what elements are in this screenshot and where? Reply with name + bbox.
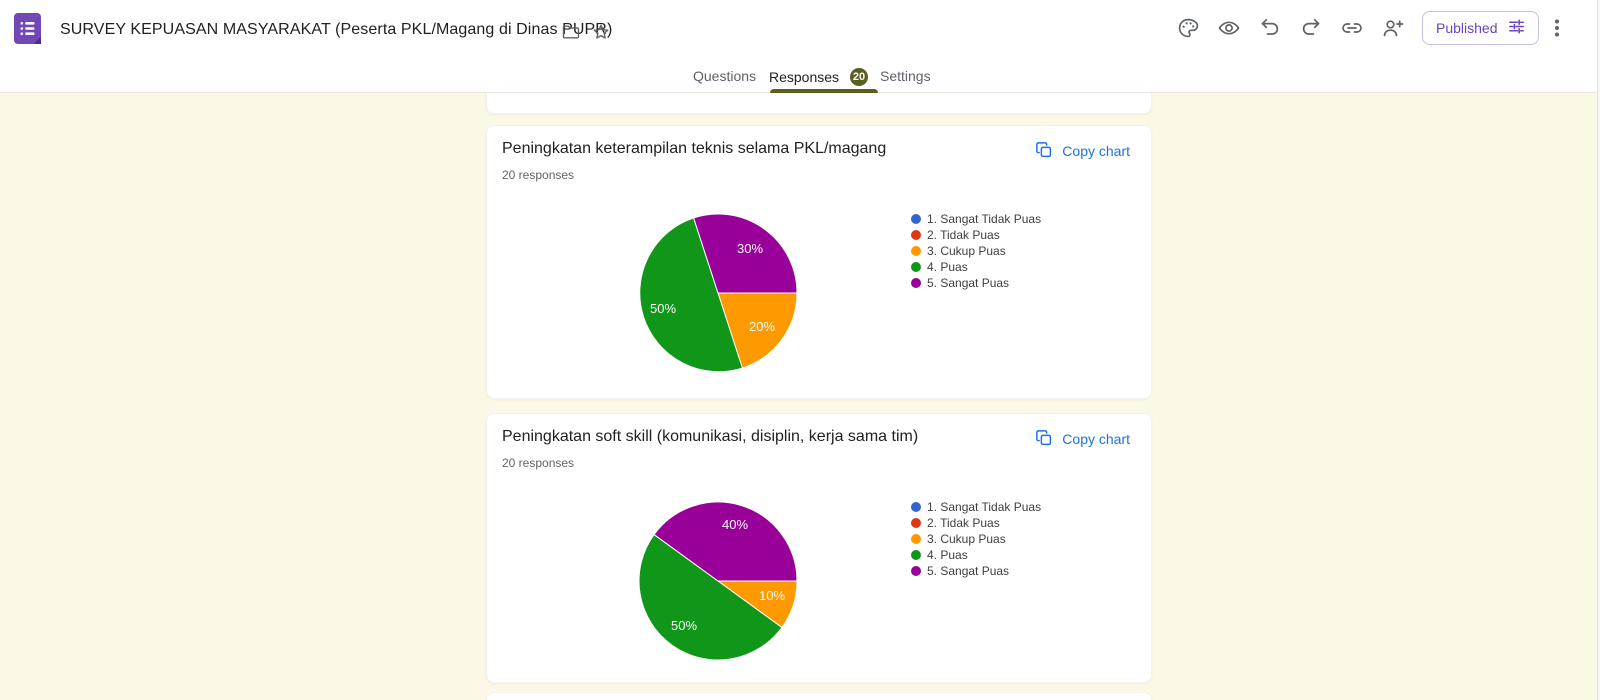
more-options-kebab-icon[interactable] [1545,16,1569,40]
pie-slice-sangat-puas [653,501,798,582]
legend-dot-green [911,550,921,560]
preview-eye-icon[interactable] [1217,16,1241,40]
tab-questions[interactable]: Questions [693,68,757,84]
legend-item: 3. Cukup Puas [911,531,1041,547]
legend-item: 4. Puas [911,547,1041,563]
copy-chart-label: Copy chart [1062,143,1130,159]
legend-item: 3. Cukup Puas [911,243,1041,259]
tab-settings[interactable]: Settings [880,68,931,84]
legend-item: 4. Puas [911,259,1041,275]
form-title[interactable]: SURVEY KEPUASAN MASYARAKAT (Peserta PKL/… [60,21,613,38]
pie-label-puas: 50% [649,301,677,316]
copy-chart-label: Copy chart [1062,431,1130,447]
pie-label-sangat-puas: 30% [736,241,764,256]
question-card-teknis: Peningkatan keterampilan teknis selama P… [486,125,1152,399]
legend-dot-orange [911,246,921,256]
pie-slice-puas [639,217,743,373]
tab-responses[interactable]: Responses 20 [769,61,869,93]
responses-count: 20 responses [502,456,575,470]
legend-dot-purple [911,278,921,288]
responses-count-badge: 20 [850,68,869,86]
pie-label-sangat-puas: 40% [721,517,749,532]
legend-dot-red [911,518,921,528]
previous-card-partial [486,93,1152,114]
pie-chart-teknis: 30% 20% 50% [638,213,798,373]
copy-chart-button[interactable]: Copy chart [1035,428,1130,450]
legend-item: 1. Sangat Tidak Puas [911,211,1041,227]
legend-item: 1. Sangat Tidak Puas [911,499,1041,515]
redo-icon[interactable] [1299,16,1323,40]
legend-item: 2. Tidak Puas [911,515,1041,531]
theme-palette-icon[interactable] [1176,16,1200,40]
legend-dot-blue [911,502,921,512]
responses-scroll-area: Peningkatan keterampilan teknis selama P… [0,93,1600,700]
chart-legend: 1. Sangat Tidak Puas 2. Tidak Puas 3. Cu… [911,499,1041,579]
legend-dot-green [911,262,921,272]
copy-chart-icon [1035,141,1053,162]
add-collaborator-icon[interactable] [1381,16,1405,40]
star-icon[interactable] [591,22,611,42]
header-bar: SURVEY KEPUASAN MASYARAKAT (Peserta PKL/… [0,0,1600,93]
copy-link-icon[interactable] [1340,16,1364,40]
legend-dot-red [911,230,921,240]
legend-dot-orange [911,534,921,544]
pie-label-puas: 50% [670,618,698,633]
active-tab-underline [770,89,878,93]
page-scrollbar[interactable] [1597,0,1600,700]
responses-count: 20 responses [502,168,575,182]
pie-label-cukup-puas: 10% [758,588,786,603]
forms-logo-icon[interactable] [14,13,41,44]
copy-chart-icon [1035,429,1053,450]
published-button[interactable]: Published [1422,11,1539,45]
tab-responses-label: Responses [769,69,840,85]
question-title: Peningkatan keterampilan teknis selama P… [502,140,887,157]
chart-legend: 1. Sangat Tidak Puas 2. Tidak Puas 3. Cu… [911,211,1041,291]
undo-icon[interactable] [1258,16,1282,40]
legend-item: 5. Sangat Puas [911,275,1041,291]
pie-chart-softskill: 40% 10% 50% [638,501,798,661]
question-title: Peningkatan soft skill (komunikasi, disi… [502,428,919,445]
pie-slice-puas [638,534,783,661]
next-card-partial [486,692,1152,700]
legend-item: 2. Tidak Puas [911,227,1041,243]
legend-dot-purple [911,566,921,576]
published-label: Published [1436,20,1498,36]
question-card-softskill: Peningkatan soft skill (komunikasi, disi… [486,413,1152,683]
legend-item: 5. Sangat Puas [911,563,1041,579]
pie-label-cukup-puas: 20% [748,319,776,334]
legend-dot-blue [911,214,921,224]
move-to-folder-icon[interactable] [561,22,581,42]
copy-chart-button[interactable]: Copy chart [1035,140,1130,162]
pie-slice-cukup-puas [717,292,798,369]
pie-slice-sangat-puas [693,213,798,294]
tune-sliders-icon [1508,18,1525,38]
